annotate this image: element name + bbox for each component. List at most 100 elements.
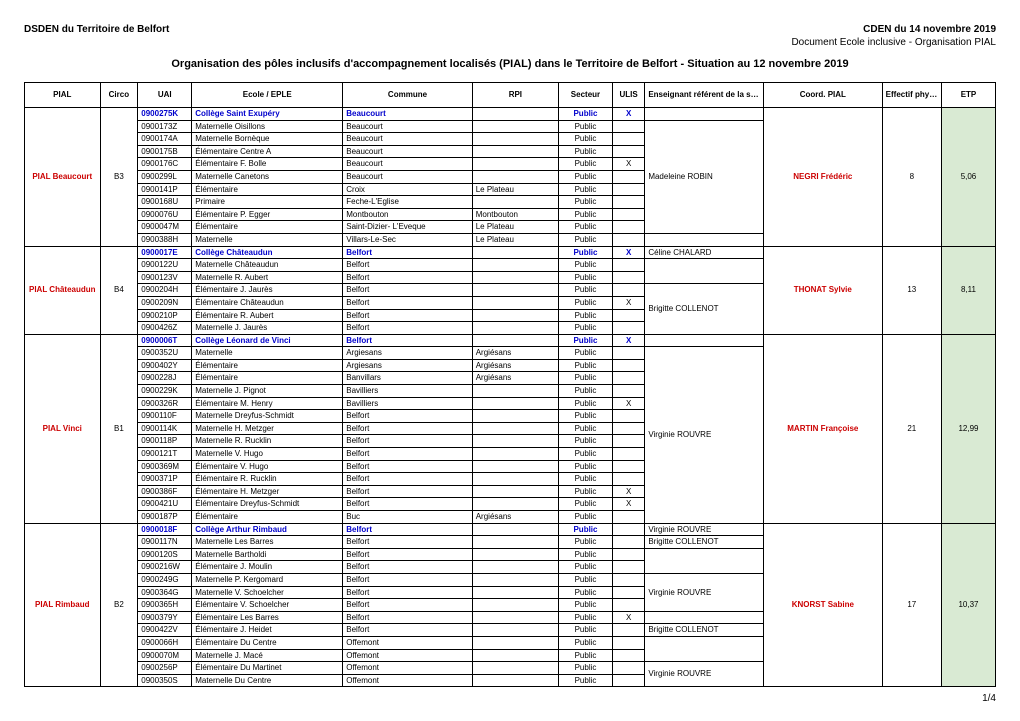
uai-cell: 0900168U [138, 196, 192, 209]
commune-cell: Villars-Le-Sec [343, 233, 472, 246]
ecole-cell: Élémentaire H. Metzger [192, 485, 343, 498]
commune-cell: Belfort [343, 573, 472, 586]
referent-cell [645, 108, 764, 121]
uai-cell: 0900110F [138, 410, 192, 423]
uai-cell: 0900123V [138, 271, 192, 284]
rpi-cell [472, 259, 558, 272]
uai-cell: 0900066H [138, 636, 192, 649]
rpi-cell [472, 120, 558, 133]
effectif-cell: 21 [882, 334, 941, 523]
referent-cell [645, 334, 764, 347]
referent-cell [645, 636, 764, 661]
commune-cell: Beaucourt [343, 120, 472, 133]
ulis-cell [612, 649, 644, 662]
ulis-cell [612, 347, 644, 360]
coord-cell: THONAT Sylvie [763, 246, 882, 334]
ulis-cell [612, 309, 644, 322]
secteur-cell: Public [559, 523, 613, 536]
effectif-cell: 13 [882, 246, 941, 334]
ecole-cell: Maternelle Bornèque [192, 133, 343, 146]
commune-cell: Belfort [343, 410, 472, 423]
ecole-cell: Élémentaire R. Aubert [192, 309, 343, 322]
uai-cell: 0900121T [138, 448, 192, 461]
uai-cell: 0900118P [138, 435, 192, 448]
col-header: ETP [941, 83, 995, 108]
secteur-cell: Public [559, 158, 613, 171]
effectif-cell: 8 [882, 108, 941, 247]
rpi-cell [472, 674, 558, 687]
secteur-cell: Public [559, 422, 613, 435]
pial-table: PIALCircoUAIEcole / EPLECommuneRPISecteu… [24, 82, 996, 687]
referent-cell: Brigitte COLLENOT [645, 624, 764, 637]
ecole-cell: Élémentaire P. Egger [192, 208, 343, 221]
rpi-cell [472, 145, 558, 158]
rpi-cell: Le Plateau [472, 233, 558, 246]
ulis-cell: X [612, 485, 644, 498]
ecole-cell: Maternelle Du Centre [192, 674, 343, 687]
ulis-cell [612, 636, 644, 649]
secteur-cell: Public [559, 347, 613, 360]
secteur-cell: Public [559, 548, 613, 561]
secteur-cell: Public [559, 460, 613, 473]
ulis-cell [612, 410, 644, 423]
ecole-cell: Élémentaire J. Heidet [192, 624, 343, 637]
uai-cell: 0900388H [138, 233, 192, 246]
rpi-cell [472, 485, 558, 498]
ulis-cell [612, 536, 644, 549]
ecole-cell: Maternelle Dreyfus-Schmidt [192, 410, 343, 423]
commune-cell: Offemont [343, 662, 472, 675]
secteur-cell: Public [559, 473, 613, 486]
secteur-cell: Public [559, 511, 613, 524]
ulis-cell [612, 170, 644, 183]
etp-cell: 5,06 [941, 108, 995, 247]
rpi-cell [472, 548, 558, 561]
secteur-cell: Public [559, 108, 613, 121]
commune-cell: Belfort [343, 561, 472, 574]
secteur-cell: Public [559, 536, 613, 549]
ecole-cell: Élémentaire [192, 372, 343, 385]
ulis-cell [612, 372, 644, 385]
ecole-cell: Maternelle J. Pignot [192, 385, 343, 398]
header-right: CDEN du 14 novembre 2019 [863, 24, 996, 35]
rpi-cell: Montbouton [472, 208, 558, 221]
secteur-cell: Public [559, 309, 613, 322]
ulis-cell [612, 385, 644, 398]
secteur-cell: Public [559, 133, 613, 146]
rpi-cell: Le Plateau [472, 221, 558, 234]
uai-cell: 0900426Z [138, 322, 192, 335]
ulis-cell [612, 221, 644, 234]
commune-cell: Belfort [343, 599, 472, 612]
ulis-cell [612, 133, 644, 146]
commune-cell: Argiesans [343, 347, 472, 360]
col-header: Effectif physique [882, 83, 941, 108]
ulis-cell: X [612, 397, 644, 410]
ulis-cell: X [612, 158, 644, 171]
commune-cell: Beaucourt [343, 108, 472, 121]
ecole-cell: Élémentaire Dreyfus-Schmidt [192, 498, 343, 511]
col-header: Circo [100, 83, 138, 108]
commune-cell: Bavilliers [343, 397, 472, 410]
ecole-cell: Maternelle Châteaudun [192, 259, 343, 272]
etp-cell: 8,11 [941, 246, 995, 334]
ecole-cell: Élémentaire [192, 359, 343, 372]
ecole-cell: Collège Léonard de Vinci [192, 334, 343, 347]
commune-cell: Belfort [343, 259, 472, 272]
rpi-cell [472, 649, 558, 662]
secteur-cell: Public [559, 322, 613, 335]
effectif-cell: 17 [882, 523, 941, 687]
ulis-cell [612, 435, 644, 448]
secteur-cell: Public [559, 573, 613, 586]
rpi-cell [472, 561, 558, 574]
rpi-cell [472, 246, 558, 259]
ulis-cell [612, 573, 644, 586]
secteur-cell: Public [559, 372, 613, 385]
ecole-cell: Élémentaire R. Rucklin [192, 473, 343, 486]
secteur-cell: Public [559, 448, 613, 461]
secteur-cell: Public [559, 624, 613, 637]
ecole-cell: Élémentaire J. Moulin [192, 561, 343, 574]
ulis-cell [612, 561, 644, 574]
uai-cell: 0900173Z [138, 120, 192, 133]
uai-cell: 0900047M [138, 221, 192, 234]
rpi-cell [472, 133, 558, 146]
ulis-cell [612, 359, 644, 372]
